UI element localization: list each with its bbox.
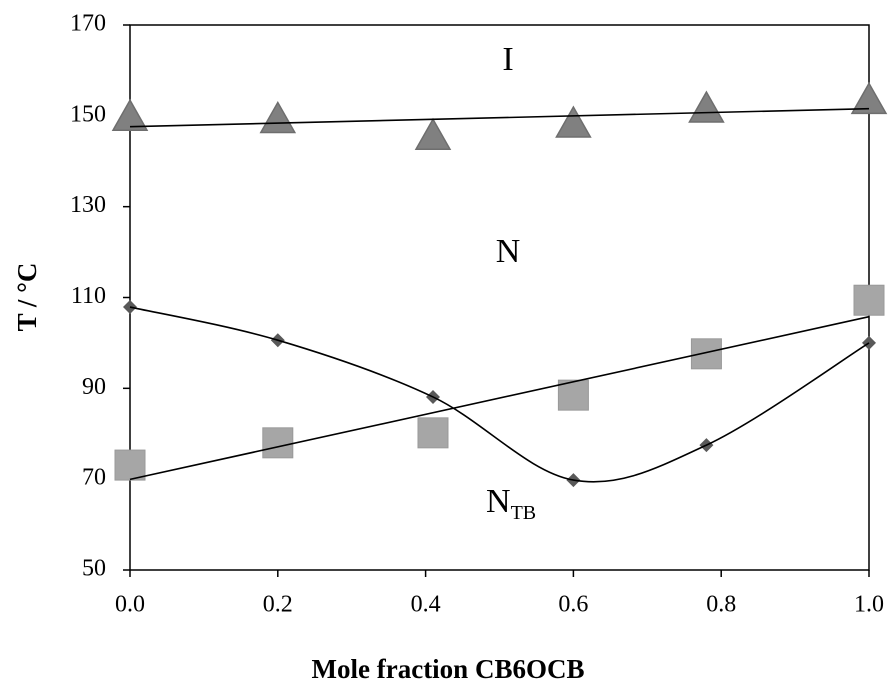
y-tick-label: 50	[82, 556, 106, 582]
x-axis-title: Mole fraction CB6OCB	[312, 654, 585, 684]
x-tick-label: 0.0	[115, 592, 145, 618]
data-point	[111, 98, 149, 131]
annotation-subscript: TB	[511, 502, 537, 524]
y-tick-label: 110	[71, 283, 106, 309]
data-point	[690, 338, 722, 370]
annotation: I	[502, 41, 513, 78]
y-tick-label: 170	[70, 11, 106, 37]
data-point	[688, 90, 725, 123]
y-tick-label: 90	[82, 374, 106, 400]
annotation: N	[496, 233, 521, 270]
data-point	[262, 427, 294, 459]
annotation-main: N	[486, 483, 511, 520]
x-tick-label: 0.4	[411, 592, 441, 618]
y-tick-label: 150	[70, 101, 106, 127]
data-point	[555, 105, 592, 138]
data-point	[414, 117, 452, 151]
data-point	[853, 284, 885, 316]
data-point	[417, 417, 449, 449]
smooth-line	[129, 306, 870, 483]
x-tick-label: 1.0	[854, 592, 884, 618]
data-point	[850, 81, 888, 115]
x-tick-label: 0.2	[263, 592, 293, 618]
data-point	[557, 379, 589, 411]
x-tick-label: 0.6	[558, 592, 588, 618]
trend-line	[129, 107, 870, 128]
annotation: NTB	[486, 483, 536, 524]
data-point	[114, 449, 146, 481]
data-point	[259, 100, 297, 134]
trend-line	[129, 315, 870, 481]
x-tick-label: 0.8	[706, 592, 736, 618]
y-axis-title: T / °C	[12, 263, 42, 332]
y-tick-label: 130	[70, 192, 106, 218]
y-tick-label: 70	[82, 465, 106, 491]
